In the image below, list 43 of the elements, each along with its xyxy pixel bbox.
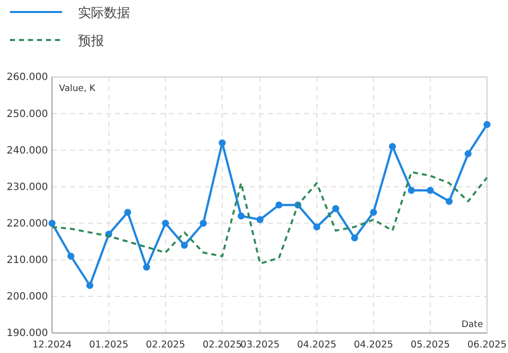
- point: [484, 121, 490, 128]
- y-tick-label: 230.000: [6, 182, 48, 193]
- point: [351, 234, 358, 242]
- point: [124, 208, 132, 216]
- x-tick-label: 04.2025: [354, 340, 394, 351]
- legend-label: 实际数据: [78, 6, 130, 21]
- legend-label: 预报: [78, 34, 104, 49]
- point: [313, 223, 320, 230]
- y-tick-label: 250.000: [6, 108, 48, 120]
- x-tick-label: 04.2025: [297, 340, 336, 351]
- point: [180, 242, 188, 249]
- point: [67, 252, 74, 260]
- point: [238, 212, 245, 220]
- y-tick-label: 210.000: [6, 255, 48, 266]
- x-tick-label: 06.2025: [467, 340, 507, 351]
- x-tick-label: 05.2025: [410, 340, 450, 351]
- point: [218, 139, 226, 146]
- point: [408, 186, 415, 194]
- point: [332, 205, 340, 212]
- point: [464, 150, 472, 158]
- x-tick-label: 02.2025: [146, 340, 186, 351]
- y-axis-title: Value, K: [59, 84, 96, 94]
- point: [388, 142, 396, 150]
- point: [143, 264, 150, 271]
- point: [48, 220, 56, 227]
- y-tick-label: 220.000: [6, 218, 48, 230]
- point: [162, 220, 169, 227]
- x-tick-label: 01.2025: [89, 340, 128, 351]
- y-tick-label: 240.000: [6, 145, 48, 156]
- x-axis-title: Date: [461, 320, 484, 330]
- x-tick-label: 12.2024: [32, 340, 72, 351]
- y-tick-label: 200.000: [6, 292, 48, 303]
- point: [275, 202, 282, 208]
- point: [446, 198, 453, 205]
- x-tick-label: 02.2025: [202, 340, 242, 351]
- point: [86, 282, 94, 289]
- x-tick-label: 03.2025: [240, 340, 280, 351]
- point: [256, 216, 264, 224]
- y-tick-label: 260.000: [6, 72, 48, 84]
- point: [370, 208, 378, 216]
- y-tick-label: 190.000: [6, 328, 48, 340]
- point: [426, 186, 434, 194]
- point: [200, 220, 207, 227]
